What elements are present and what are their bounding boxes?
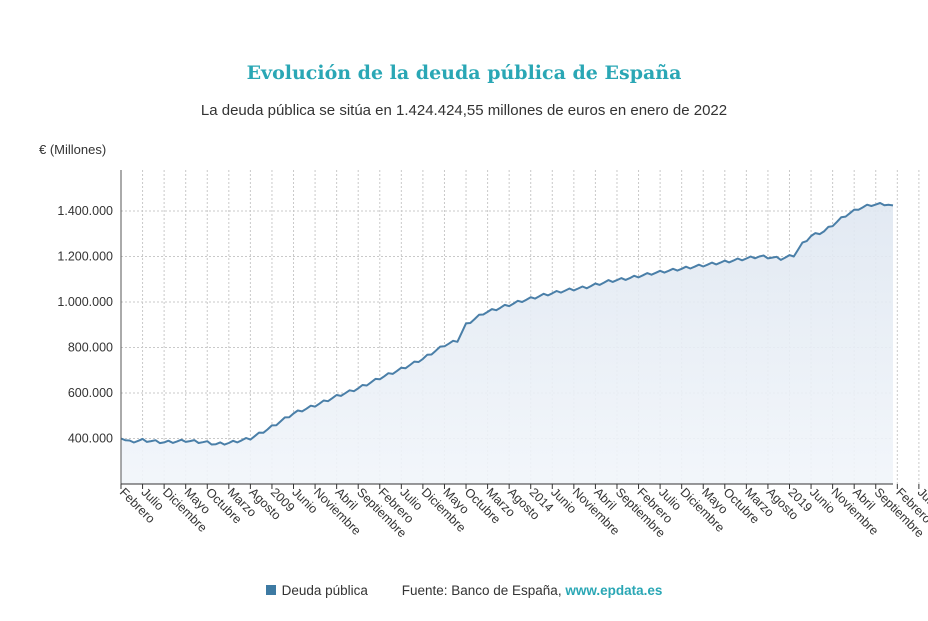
chart-legend: Deuda pública Fuente: Banco de España, w… — [0, 583, 928, 598]
source-label: Fuente: Banco de España, — [401, 583, 562, 598]
legend-swatch — [265, 585, 276, 595]
legend-series-label[interactable]: Deuda pública — [281, 583, 368, 598]
y-tick-label: 600.000 — [68, 386, 113, 400]
y-tick-label: 400.000 — [68, 431, 113, 445]
y-axis-label: € (Millones) — [39, 142, 107, 157]
y-tick-label: 800.000 — [68, 340, 113, 354]
source-link[interactable]: www.epdata.es — [565, 583, 663, 598]
chart-title: Evolución de la deuda pública de España — [246, 62, 682, 84]
y-tick-label: 1.400.000 — [57, 204, 113, 218]
series-line — [120, 202, 894, 446]
series-area — [121, 203, 893, 484]
y-tick-label: 1.000.000 — [57, 295, 113, 309]
chart-subtitle: La deuda pública se sitúa en 1.424.424,5… — [200, 102, 728, 119]
y-tick-label: 1.200.000 — [57, 249, 113, 263]
